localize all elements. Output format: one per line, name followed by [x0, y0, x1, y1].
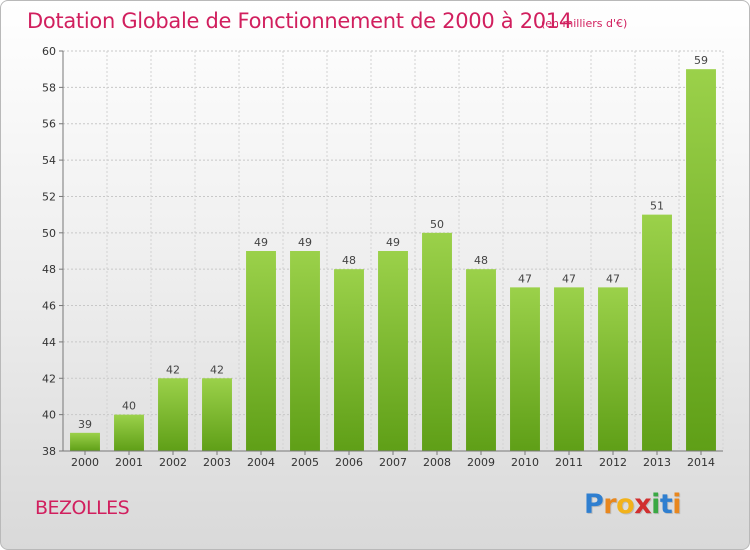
- logo-letter: P: [584, 489, 604, 520]
- data-label: 48: [342, 254, 356, 267]
- data-label: 50: [430, 218, 444, 231]
- bar-2014: [686, 69, 716, 451]
- data-label: 59: [694, 54, 708, 67]
- data-label: 47: [606, 272, 620, 285]
- logo-letter: t: [659, 489, 673, 520]
- bar-2000: [70, 432, 100, 451]
- y-tick-label: 44: [42, 336, 56, 349]
- bar-2010: [510, 287, 540, 451]
- x-tick-label: 2000: [71, 456, 99, 469]
- logo-letter: x: [634, 489, 652, 520]
- y-tick-label: 42: [42, 372, 56, 385]
- commune-name: BEZOLLES: [35, 497, 130, 519]
- data-label: 47: [518, 272, 532, 285]
- bar-2013: [642, 214, 672, 451]
- data-label: 49: [298, 236, 312, 249]
- bar-2006: [334, 269, 364, 451]
- x-tick-label: 2012: [599, 456, 627, 469]
- data-label: 49: [254, 236, 268, 249]
- x-tick-label: 2013: [643, 456, 671, 469]
- y-tick-label: 46: [42, 300, 56, 313]
- data-label: 49: [386, 236, 400, 249]
- data-label: 39: [78, 418, 92, 431]
- bar-2008: [422, 232, 452, 451]
- bar-2003: [202, 378, 232, 451]
- y-tick-label: 50: [42, 227, 56, 240]
- logo-letter: i: [651, 489, 660, 520]
- x-tick-label: 2011: [555, 456, 583, 469]
- logo-letter: r: [603, 489, 617, 520]
- x-tick-label: 2005: [291, 456, 319, 469]
- x-tick-label: 2006: [335, 456, 363, 469]
- bar-2009: [466, 269, 496, 451]
- x-tick-label: 2014: [687, 456, 715, 469]
- bar-2001: [114, 414, 144, 451]
- y-tick-label: 38: [42, 445, 56, 458]
- logo-letter: i: [672, 489, 682, 520]
- x-tick-label: 2009: [467, 456, 495, 469]
- x-tick-label: 2001: [115, 456, 143, 469]
- y-tick-label: 60: [42, 45, 56, 58]
- axes: 38 40 42 44 46 48 50 52 54 56 58 60 2000 2001 2002 2003…: [42, 45, 723, 469]
- bar-2011: [554, 287, 584, 451]
- bar-2007: [378, 251, 408, 451]
- proxiti-logo: Proxiti: [584, 489, 682, 520]
- bars: 39 40 42 42 49 49 48 49 50 48 47 47 47 51 59: [70, 54, 716, 451]
- y-tick-label: 48: [42, 263, 56, 276]
- bar-2012: [598, 287, 628, 451]
- bar-2002: [158, 378, 188, 451]
- y-tick-label: 40: [42, 409, 56, 422]
- y-tick-label: 54: [42, 154, 56, 167]
- x-tick-label: 2004: [247, 456, 275, 469]
- y-tick-label: 58: [42, 81, 56, 94]
- data-label: 48: [474, 254, 488, 267]
- chart-title: Dotation Globale de Fonctionnement de 20…: [27, 9, 572, 33]
- y-tick-label: 56: [42, 118, 56, 131]
- x-tick-label: 2010: [511, 456, 539, 469]
- bar-2004: [246, 251, 276, 451]
- chart-subtitle: (en milliers d'€): [541, 17, 628, 30]
- x-tick-label: 2007: [379, 456, 407, 469]
- data-label: 51: [650, 200, 664, 213]
- logo-letter: o: [616, 489, 635, 520]
- x-tick-label: 2008: [423, 456, 451, 469]
- data-label: 40: [122, 400, 136, 413]
- data-label: 47: [562, 272, 576, 285]
- bar-2005: [290, 251, 320, 451]
- y-tick-label: 52: [42, 190, 56, 203]
- x-tick-label: 2003: [203, 456, 231, 469]
- data-label: 42: [210, 363, 224, 376]
- x-tick-label: 2002: [159, 456, 187, 469]
- data-label: 42: [166, 363, 180, 376]
